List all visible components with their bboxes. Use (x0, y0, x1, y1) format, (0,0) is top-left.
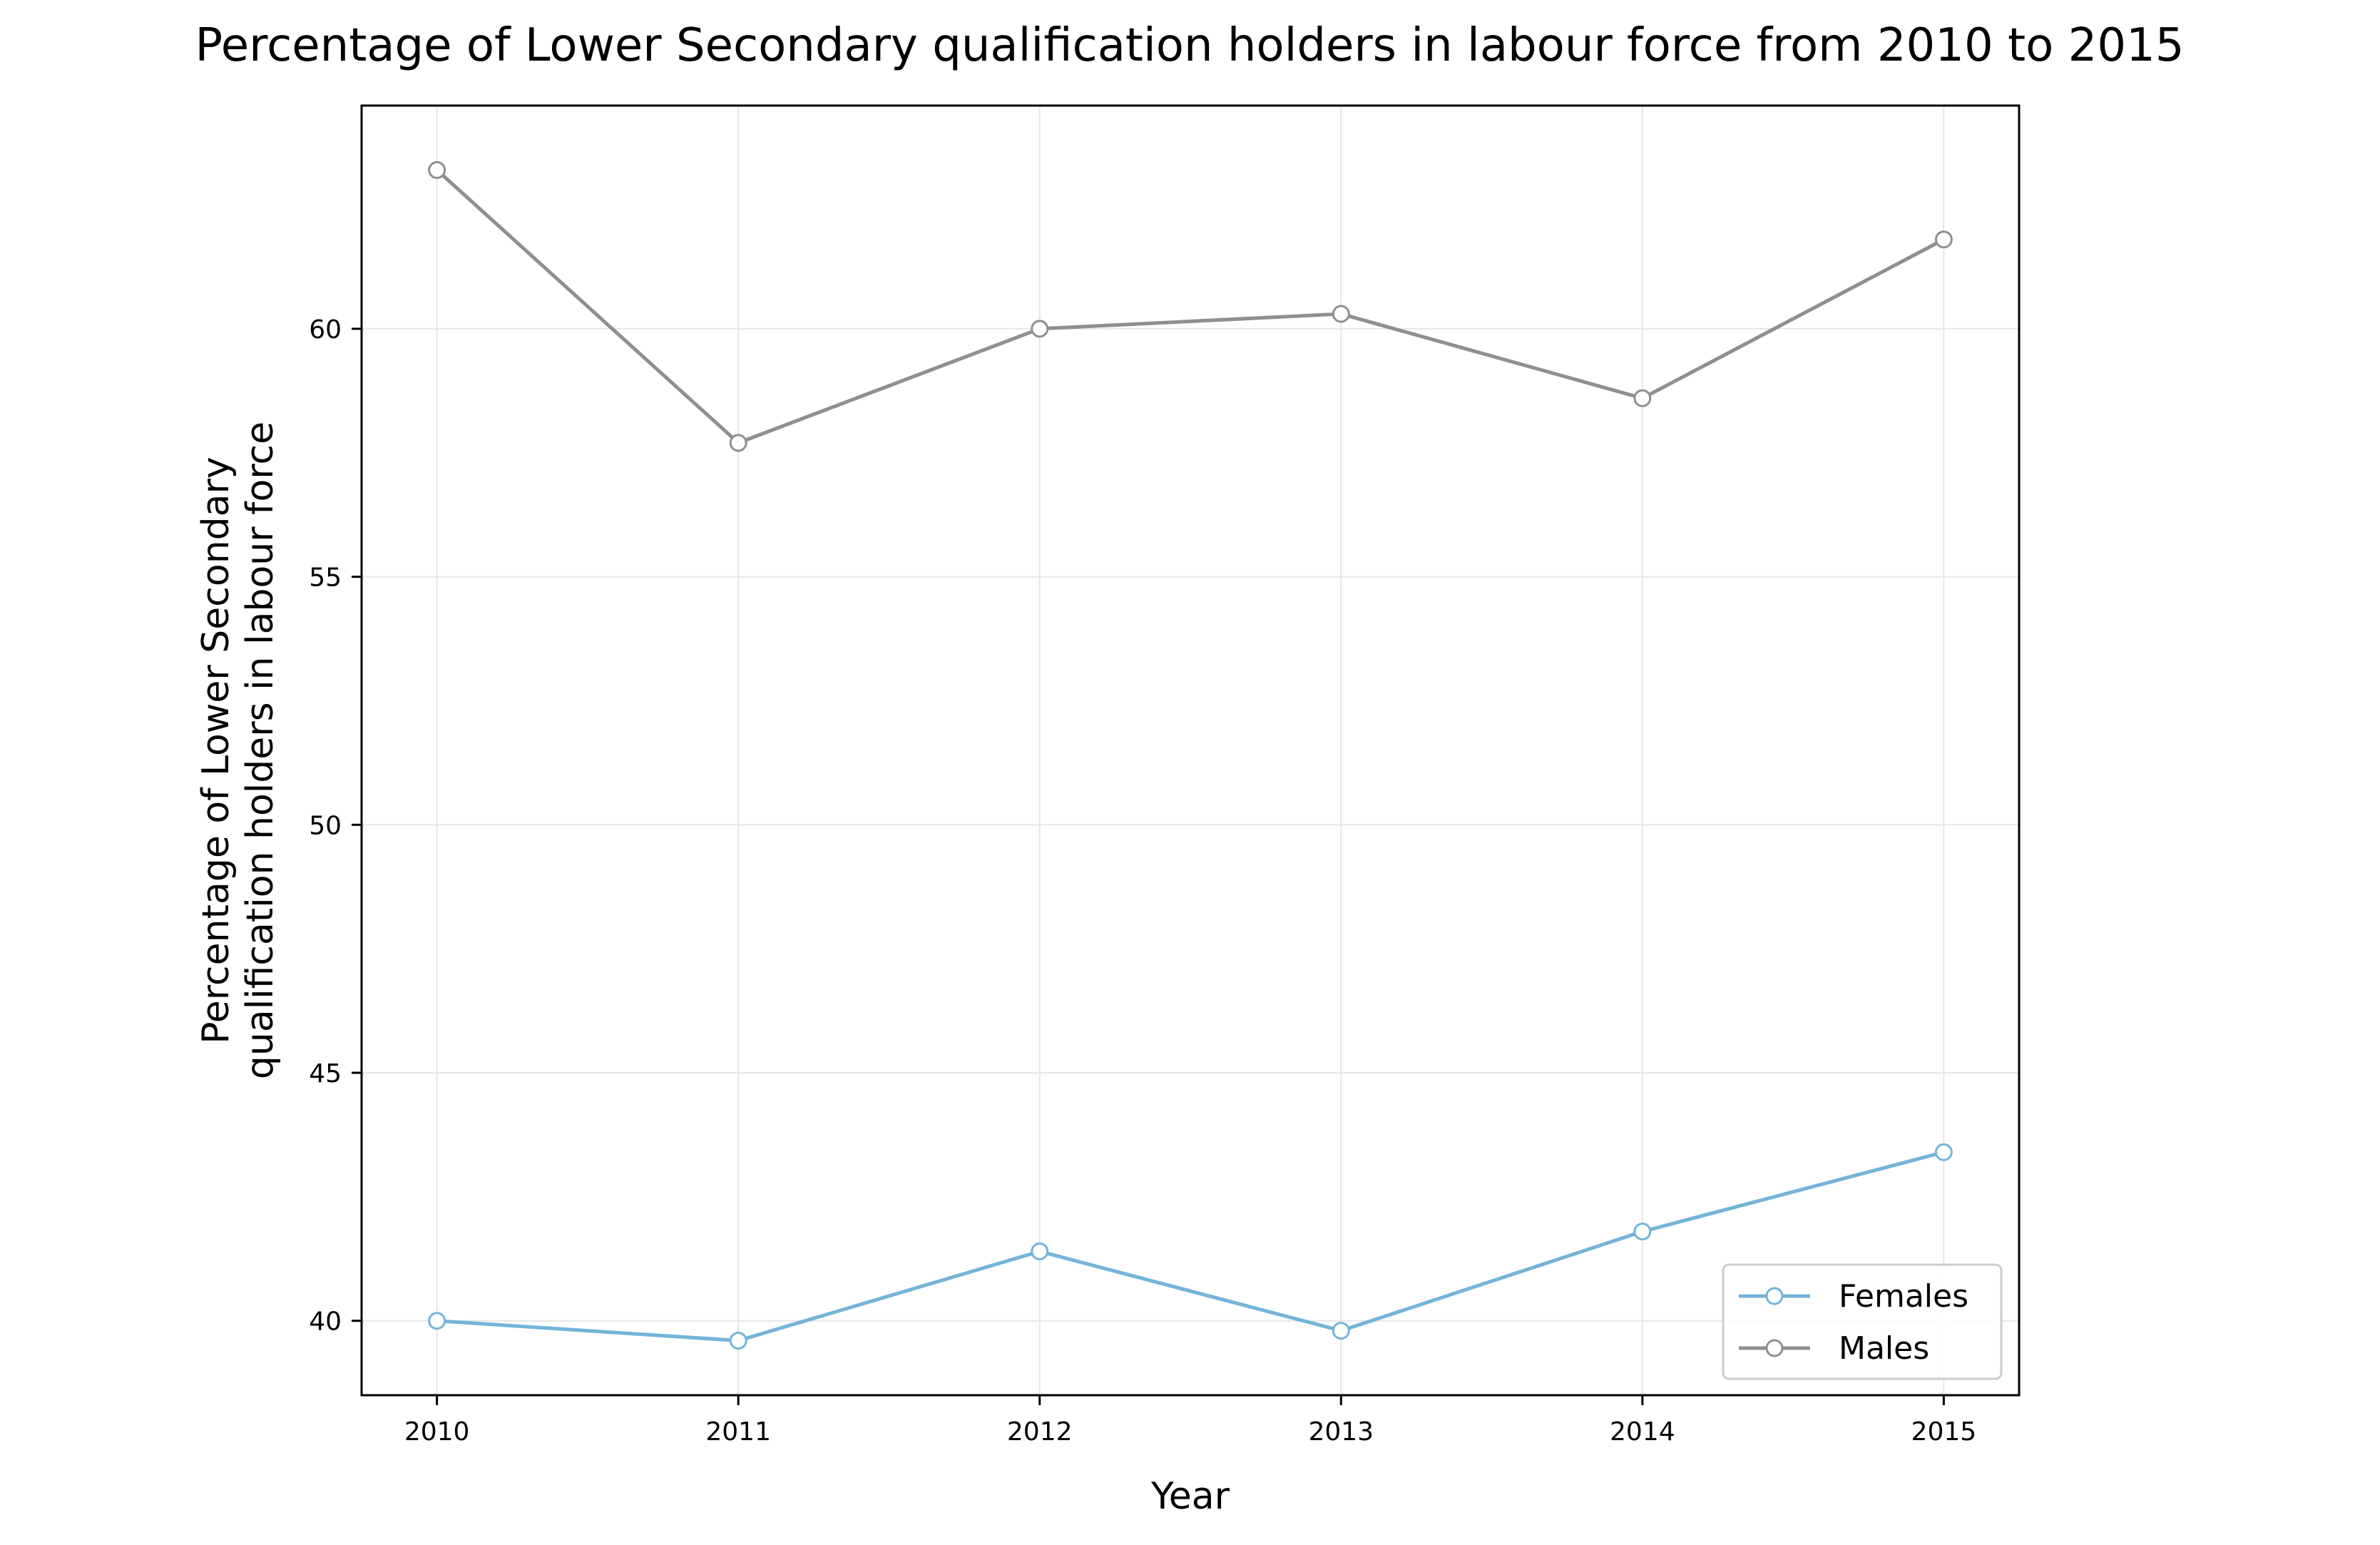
y-tick-label: 40 (309, 1307, 342, 1337)
data-point-males (1332, 305, 1350, 323)
y-axis: 40 45 50 55 60 (309, 315, 362, 1337)
y-axis-label: Percentage of Lower Secondary qualificat… (195, 422, 282, 1079)
chart-title: Percentage of Lower Secondary qualificat… (195, 19, 2184, 72)
x-tick-label: 2013 (1308, 1417, 1374, 1447)
series-line-females (436, 1150, 1945, 1343)
data-point-males (428, 160, 446, 179)
data-point-females (1934, 1143, 1953, 1161)
data-point-females (428, 1312, 446, 1330)
data-point-females (1031, 1242, 1049, 1260)
y-tick-label: 55 (309, 564, 342, 593)
y-tick-label: 60 (309, 315, 342, 345)
legend-item-females: Females (1739, 1278, 1968, 1315)
data-point-males (729, 434, 747, 452)
legend-item-males: Males (1739, 1330, 1929, 1367)
legend-frame (1722, 1263, 2003, 1380)
y-axis-label-line-1: Percentage of Lower Secondary (195, 457, 238, 1044)
series-females (428, 1143, 1953, 1350)
data-point-males (1031, 320, 1049, 338)
data-point-males (1934, 230, 1953, 249)
legend-label-females: Females (1839, 1278, 1968, 1315)
series-line-males (435, 168, 1945, 445)
data-point-females (729, 1332, 747, 1350)
data-point-females (1332, 1322, 1350, 1340)
y-axis-label-line-2: qualification holders in labour force (239, 422, 282, 1079)
data-point-males (1633, 389, 1652, 407)
x-tick-label: 2014 (1610, 1417, 1675, 1447)
x-axis-label: Year (1150, 1475, 1230, 1518)
legend-marker-females (1765, 1287, 1784, 1305)
x-tick-label: 2012 (1007, 1417, 1073, 1447)
x-tick-label: 2010 (404, 1417, 470, 1447)
series-layer (428, 160, 1953, 1350)
legend: Females Males (1722, 1263, 2003, 1380)
data-point-females (1633, 1223, 1652, 1241)
x-tick-label: 2015 (1911, 1417, 1977, 1447)
series-males (428, 160, 1953, 452)
legend-label-males: Males (1839, 1330, 1929, 1367)
x-tick-label: 2011 (705, 1417, 771, 1447)
x-axis: 2010 2011 2012 2013 2014 2015 (404, 1395, 1976, 1447)
y-tick-label: 50 (309, 811, 342, 840)
plot-frame (360, 104, 2021, 1397)
legend-marker-males (1765, 1339, 1784, 1357)
y-tick-label: 45 (309, 1059, 342, 1088)
